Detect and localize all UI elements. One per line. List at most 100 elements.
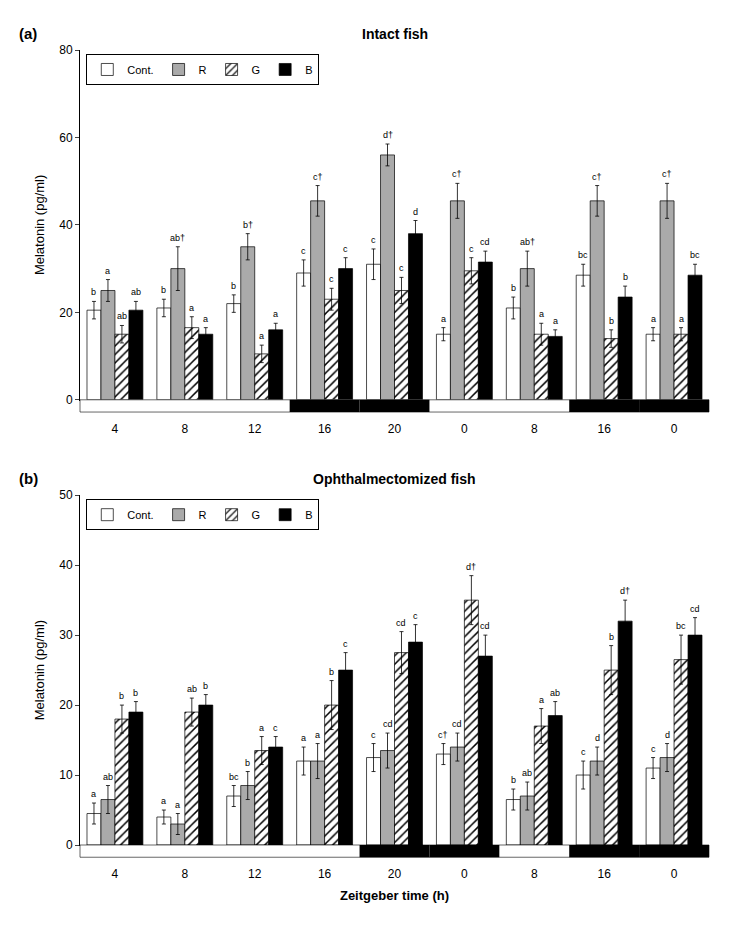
svg-text:0: 0: [66, 393, 73, 407]
svg-text:c: c: [651, 744, 656, 754]
svg-text:c: c: [469, 244, 474, 254]
svg-text:bc: bc: [578, 250, 588, 260]
svg-text:cd: cd: [396, 618, 406, 628]
svg-text:Ophthalmectomized fish: Ophthalmectomized fish: [313, 471, 476, 487]
svg-text:8: 8: [531, 422, 538, 436]
svg-text:d†: d†: [383, 130, 393, 140]
svg-text:0: 0: [66, 838, 73, 852]
svg-text:12: 12: [248, 422, 262, 436]
svg-text:a: a: [259, 723, 264, 733]
svg-text:a: a: [441, 314, 446, 324]
svg-text:ab: ab: [187, 684, 197, 694]
svg-text:20: 20: [388, 422, 402, 436]
svg-text:b: b: [161, 285, 166, 295]
svg-text:(b): (b): [19, 470, 38, 487]
svg-text:G: G: [252, 64, 261, 76]
svg-text:c†: c†: [662, 169, 672, 179]
svg-text:b: b: [91, 287, 96, 297]
svg-text:50: 50: [59, 488, 73, 502]
svg-text:a: a: [539, 695, 544, 705]
svg-text:c: c: [329, 274, 334, 284]
svg-text:G: G: [252, 509, 261, 521]
svg-text:40: 40: [59, 218, 73, 232]
svg-text:a: a: [315, 730, 320, 740]
svg-text:b†: b†: [243, 220, 253, 230]
svg-text:a: a: [105, 266, 110, 276]
svg-text:a: a: [175, 800, 180, 810]
svg-text:Zeitgeber time (h): Zeitgeber time (h): [340, 888, 449, 903]
svg-text:d: d: [595, 733, 600, 743]
svg-text:16: 16: [318, 422, 332, 436]
svg-text:Melatonin (pg/ml): Melatonin (pg/ml): [32, 175, 47, 275]
svg-text:b: b: [511, 283, 516, 293]
svg-text:a: a: [679, 314, 684, 324]
svg-text:0: 0: [671, 867, 678, 881]
svg-text:Cont.: Cont.: [127, 509, 153, 521]
svg-text:4: 4: [112, 867, 119, 881]
svg-text:16: 16: [597, 422, 611, 436]
svg-text:b: b: [231, 281, 236, 291]
svg-text:80: 80: [59, 43, 73, 57]
svg-text:a: a: [273, 309, 278, 319]
svg-text:a: a: [553, 316, 558, 326]
svg-text:Cont.: Cont.: [127, 64, 153, 76]
svg-text:c: c: [399, 263, 404, 273]
svg-text:ab: ab: [103, 772, 113, 782]
svg-text:16: 16: [597, 867, 611, 881]
svg-text:b: b: [511, 775, 516, 785]
svg-text:b: b: [203, 681, 208, 691]
svg-text:(a): (a): [19, 25, 37, 42]
svg-text:a: a: [651, 314, 656, 324]
svg-text:a: a: [91, 789, 96, 799]
svg-text:ab†: ab†: [520, 237, 535, 247]
svg-text:B: B: [305, 64, 312, 76]
svg-text:c†: c†: [452, 169, 462, 179]
svg-text:ab: ab: [522, 768, 532, 778]
svg-text:60: 60: [59, 131, 73, 145]
svg-text:cd: cd: [480, 621, 490, 631]
svg-text:10: 10: [59, 768, 73, 782]
svg-text:16: 16: [318, 867, 332, 881]
svg-text:a: a: [161, 796, 166, 806]
svg-text:Intact fish: Intact fish: [362, 26, 428, 42]
svg-text:20: 20: [59, 306, 73, 320]
svg-text:c: c: [581, 747, 586, 757]
svg-text:20: 20: [59, 698, 73, 712]
svg-text:c: c: [371, 730, 376, 740]
svg-text:bc: bc: [229, 772, 239, 782]
svg-text:B: B: [305, 509, 312, 521]
svg-text:8: 8: [531, 867, 538, 881]
svg-text:cd: cd: [383, 719, 393, 729]
svg-text:cd: cd: [452, 719, 462, 729]
svg-text:b: b: [119, 691, 124, 701]
svg-text:R: R: [199, 64, 207, 76]
svg-text:c: c: [301, 246, 306, 256]
svg-text:bc: bc: [676, 621, 686, 631]
svg-text:a: a: [259, 331, 264, 341]
svg-text:d†: d†: [620, 586, 630, 596]
svg-text:c†: c†: [313, 172, 323, 182]
svg-text:a: a: [301, 733, 306, 743]
svg-text:0: 0: [461, 867, 468, 881]
svg-text:ab: ab: [131, 287, 141, 297]
svg-text:c†: c†: [592, 172, 602, 182]
svg-text:Melatonin (pg/ml): Melatonin (pg/ml): [32, 620, 47, 720]
svg-text:b: b: [245, 758, 250, 768]
svg-text:a: a: [189, 303, 194, 313]
svg-text:20: 20: [388, 867, 402, 881]
svg-text:c: c: [413, 611, 418, 621]
svg-text:0: 0: [461, 422, 468, 436]
svg-text:b: b: [329, 667, 334, 677]
svg-text:cd: cd: [480, 237, 490, 247]
svg-text:R: R: [199, 509, 207, 521]
svg-text:b: b: [623, 272, 628, 282]
svg-text:b: b: [133, 688, 138, 698]
svg-text:c: c: [273, 723, 278, 733]
svg-text:d: d: [413, 207, 418, 217]
svg-text:c: c: [371, 235, 376, 245]
svg-text:cd: cd: [690, 604, 700, 614]
svg-text:d: d: [665, 730, 670, 740]
svg-text:c: c: [343, 244, 348, 254]
svg-text:8: 8: [181, 422, 188, 436]
svg-text:b: b: [609, 316, 614, 326]
